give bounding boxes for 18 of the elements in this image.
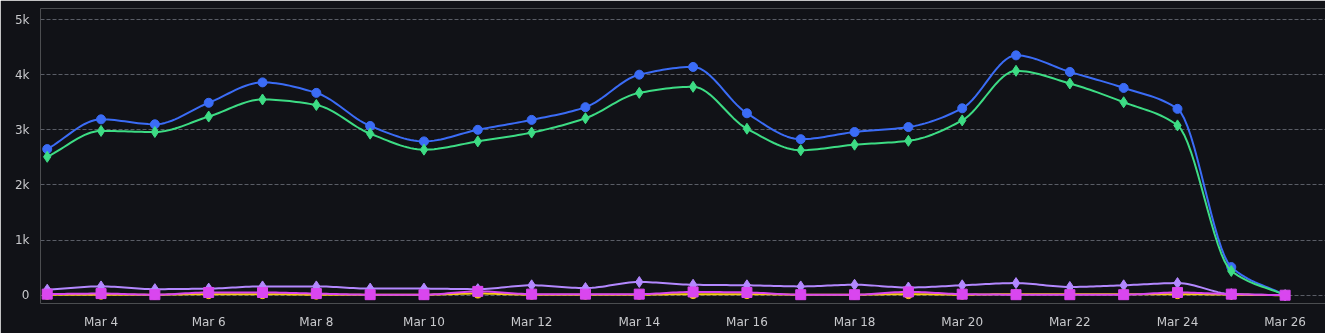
x-tick-label: Mar 12: [510, 314, 553, 329]
x-tick-label: Mar 6: [191, 314, 226, 329]
x-tick-label: Mar 10: [403, 314, 445, 329]
y-tick-label: 4k: [14, 67, 30, 82]
y-tick-label: 0: [21, 288, 30, 303]
x-tick-label: Mar 8: [299, 314, 334, 329]
x-tick-label: Mar 26: [1264, 314, 1307, 329]
y-tick-label: 2k: [14, 177, 30, 192]
y-tick-label: 3k: [14, 122, 30, 137]
x-tick-label: Mar 20: [941, 314, 984, 329]
y-tick-label: 5k: [14, 12, 30, 27]
y-tick-label: 1k: [14, 233, 30, 248]
x-tick-label: Mar 16: [726, 314, 768, 329]
x-tick-label: Mar 24: [1156, 314, 1199, 329]
x-tick-label: Mar 18: [833, 314, 876, 329]
x-tick-label: Mar 22: [1048, 314, 1091, 329]
x-tick-label: Mar 4: [84, 314, 119, 329]
x-tick-label: Mar 14: [618, 314, 661, 329]
